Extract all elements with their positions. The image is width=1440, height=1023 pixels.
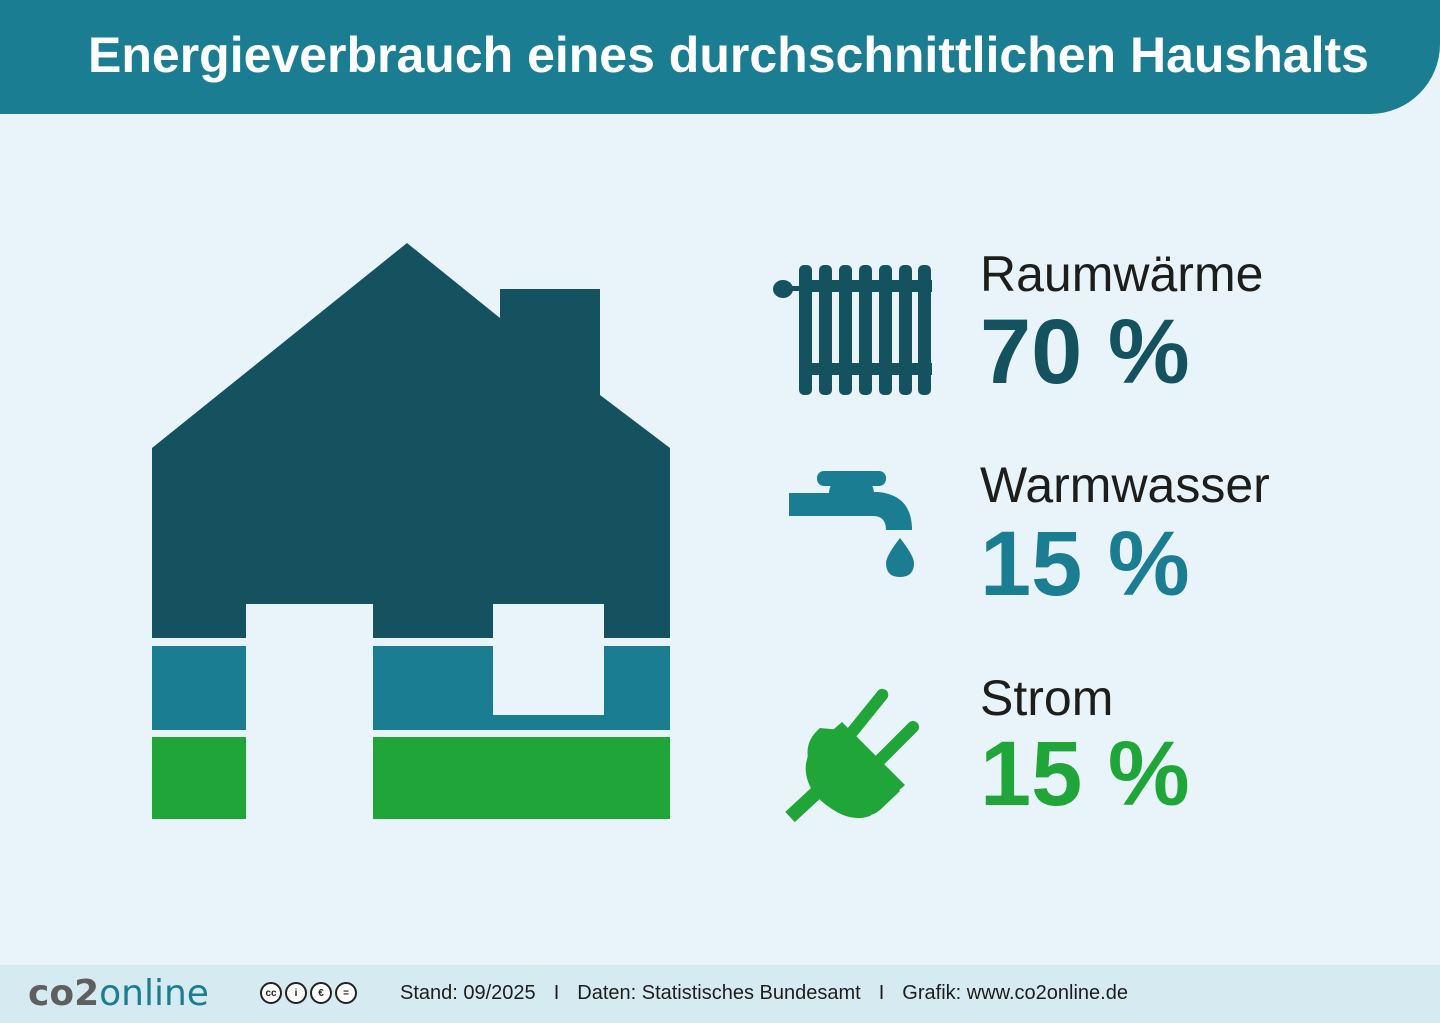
footer-meta: Stand: 09/2025 I Daten: Statistisches Bund… — [400, 982, 1128, 1004]
non-commercial-icon: € — [310, 982, 332, 1004]
water-tap-icon — [789, 471, 914, 577]
radiator-icon — [773, 265, 932, 395]
house-segment-strom — [152, 737, 670, 819]
label-warmwasser: Warmwasser — [980, 457, 1270, 513]
creative-commons-license: cc i € = — [260, 982, 357, 1004]
attribution-icon: i — [285, 982, 307, 1004]
power-plug-icon — [785, 688, 919, 823]
stand-date: Stand: 09/2025 — [400, 982, 536, 1004]
house-segment-raumwaerme — [152, 243, 670, 638]
value-raumwaerme: 70 % — [980, 301, 1190, 403]
graphic-credit: Grafik: www.co2online.de — [902, 982, 1128, 1004]
no-derivatives-icon: = — [335, 982, 357, 1004]
data-source: Daten: Statistisches Bundesamt — [577, 982, 861, 1004]
co2online-logo: co2online — [28, 973, 209, 1014]
label-strom: Strom — [980, 670, 1114, 726]
footer: co2online cc i € = Stand: 09/2025 I Daten:… — [0, 965, 1440, 1023]
house-segment-warmwasser — [152, 646, 670, 730]
label-raumwaerme: Raumwärme — [980, 246, 1264, 302]
header-bar: Energieverbrauch eines durchschnittliche… — [0, 0, 1440, 114]
value-warmwasser: 15 % — [980, 513, 1190, 615]
cc-icon: cc — [260, 982, 282, 1004]
value-strom: 15 % — [980, 723, 1190, 825]
page-title: Energieverbrauch eines durchschnittliche… — [88, 27, 1369, 83]
